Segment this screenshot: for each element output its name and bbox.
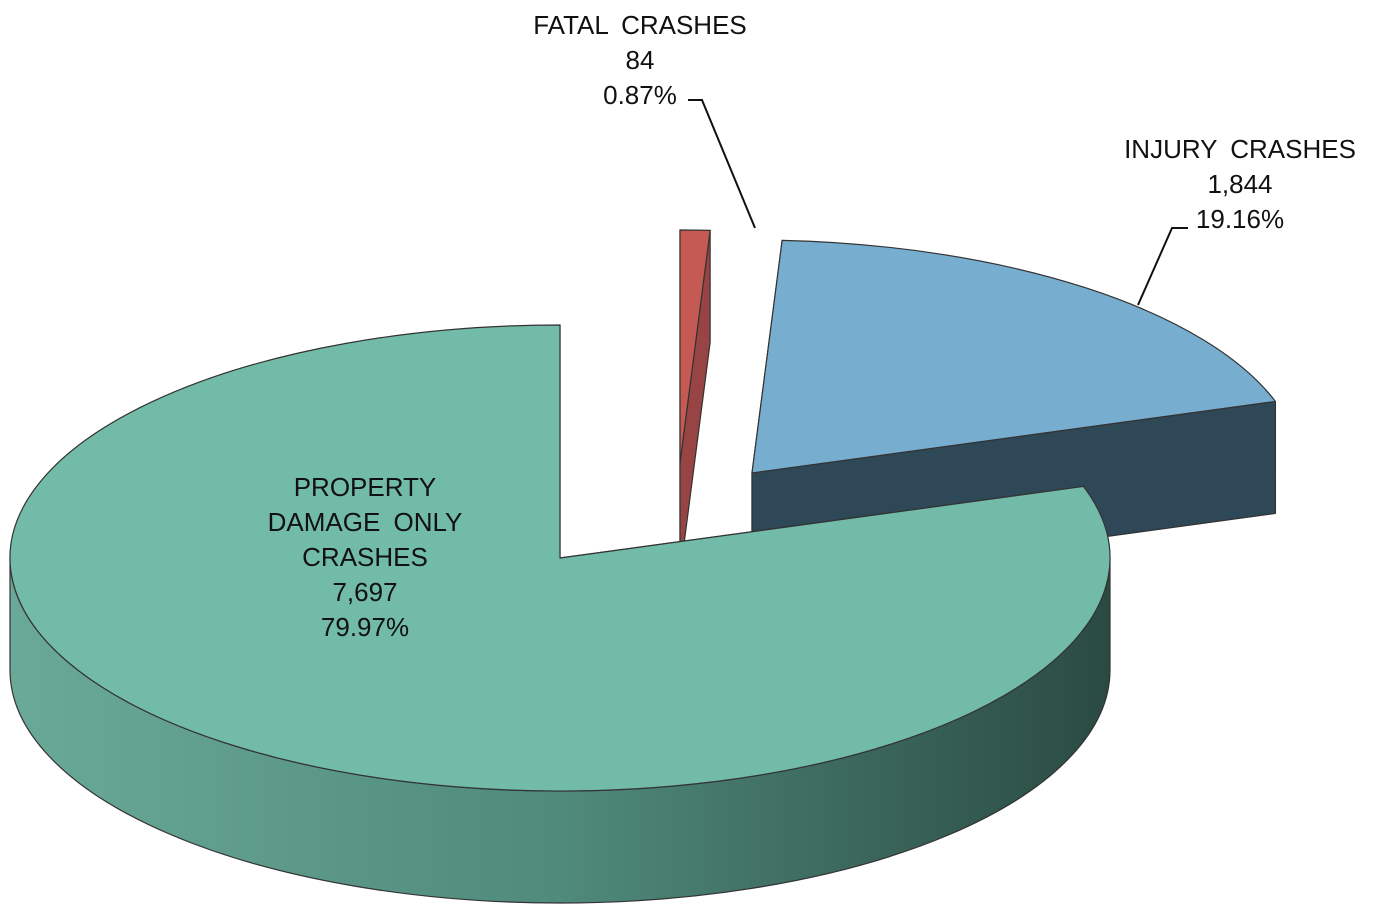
slice: [679, 229, 711, 464]
percent-label: 19.16%: [1195, 204, 1285, 234]
leader-line: [1137, 227, 1188, 306]
slice: [9, 324, 1111, 792]
percent-label: 79.97%: [320, 612, 410, 642]
percent-label: 0.87%: [603, 80, 677, 110]
value-label: 7,697: [332, 577, 398, 607]
slice: [751, 239, 1277, 474]
leader-line: [688, 99, 756, 229]
category-label: FATAL CRASHES: [533, 10, 747, 40]
category-label: INJURY CRASHES: [1124, 134, 1356, 164]
value-label: 1,844: [1207, 169, 1273, 199]
value-label: 84: [625, 45, 655, 75]
data-label: INJURY CRASHES 1,844 19.16%: [1090, 132, 1390, 237]
category-label: PROPERTY DAMAGE ONLY CRASHES: [267, 472, 463, 572]
data-label: FATAL CRASHES 84 0.87%: [490, 8, 790, 113]
data-label: PROPERTY DAMAGE ONLY CRASHES 7,697 79.97…: [245, 470, 485, 645]
